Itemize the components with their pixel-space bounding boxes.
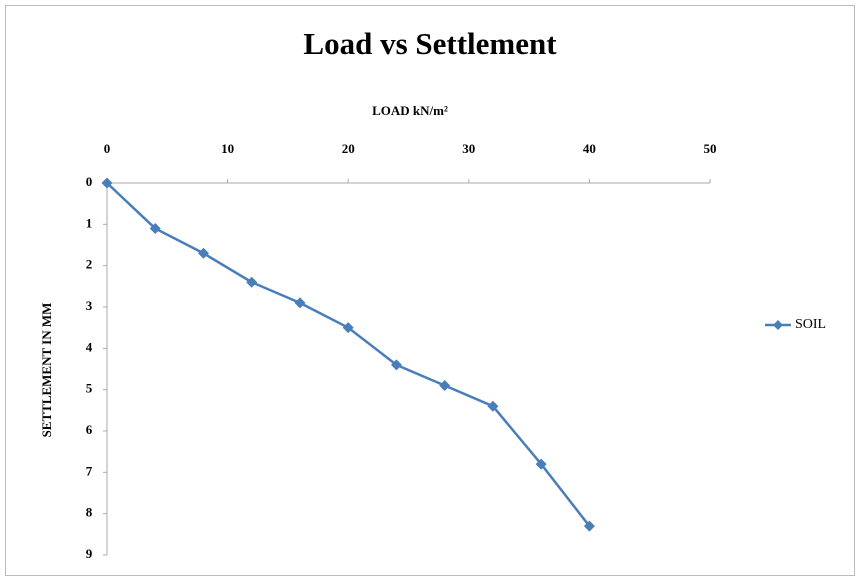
- data-point: [342, 322, 354, 334]
- y-tick-label: 4: [86, 339, 93, 354]
- chart-border: [5, 5, 855, 576]
- data-point: [390, 359, 402, 371]
- y-tick-label: 9: [86, 546, 93, 561]
- data-point: [583, 520, 595, 532]
- data-point: [149, 222, 161, 234]
- data-point: [101, 177, 113, 189]
- y-tick-label: 1: [86, 215, 93, 230]
- legend-label: SOIL: [795, 317, 826, 332]
- y-tick-label: 3: [86, 298, 93, 313]
- y-axis-label: SETTLEMENT IN MM: [39, 303, 54, 438]
- legend-marker: [773, 320, 783, 330]
- x-tick-label: 10: [221, 141, 234, 156]
- y-tick-label: 2: [86, 257, 93, 272]
- data-point: [246, 276, 258, 288]
- x-axis-label: LOAD kN/m²: [372, 103, 448, 118]
- data-point: [197, 247, 209, 259]
- y-tick-label: 5: [86, 381, 93, 396]
- x-tick-label: 20: [342, 141, 355, 156]
- y-tick-label: 8: [86, 505, 93, 520]
- data-point: [487, 400, 499, 412]
- y-tick-label: 7: [86, 463, 93, 478]
- chart-title: Load vs Settlement: [303, 26, 557, 61]
- y-tick-label: 0: [86, 174, 93, 189]
- data-point: [535, 458, 547, 470]
- data-point: [439, 380, 451, 392]
- x-tick-label: 50: [704, 141, 717, 156]
- x-tick-label: 40: [583, 141, 596, 156]
- x-tick-label: 0: [104, 141, 111, 156]
- x-tick-label: 30: [462, 141, 475, 156]
- y-tick-label: 6: [86, 422, 93, 437]
- data-point: [294, 297, 306, 309]
